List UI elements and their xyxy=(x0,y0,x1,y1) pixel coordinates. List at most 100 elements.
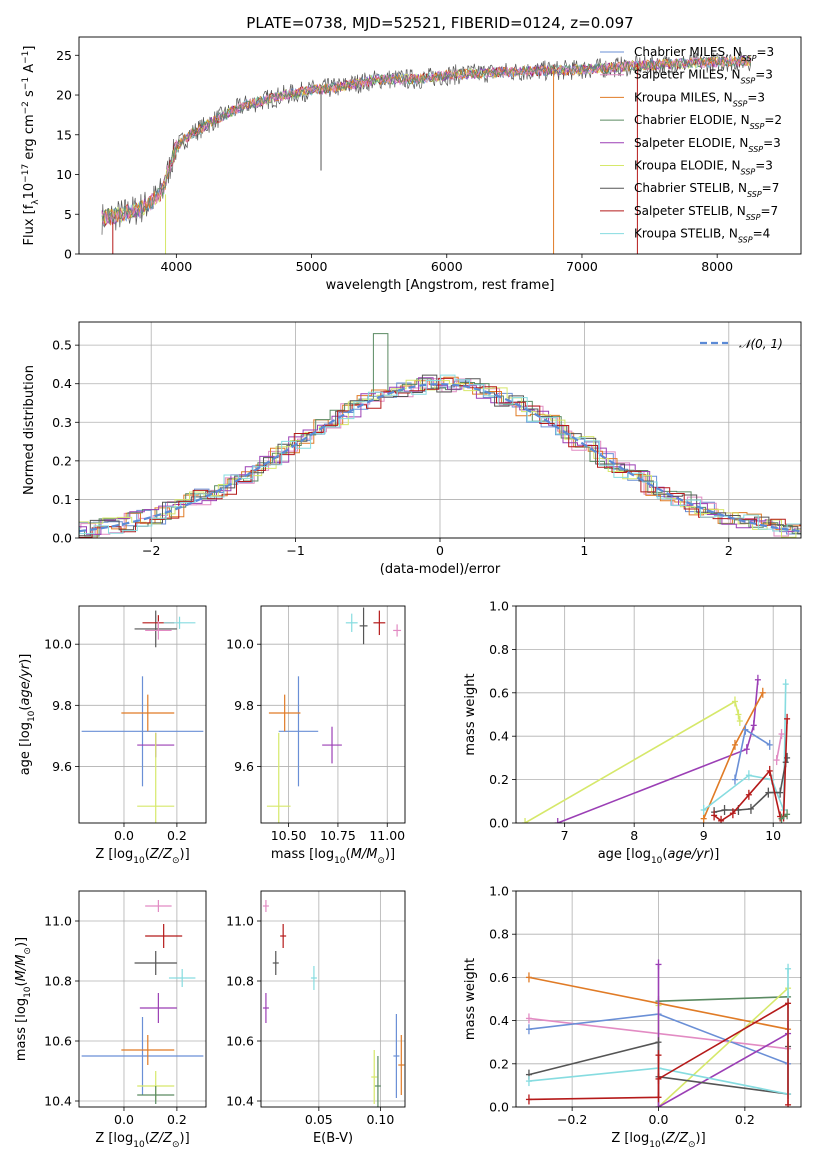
x-tick-label: 0.0 xyxy=(649,1112,669,1127)
label-part: mass weight xyxy=(463,958,478,1040)
y-tick-label: 20 xyxy=(56,88,72,103)
label-part: age [log xyxy=(598,847,651,862)
label-part: )] xyxy=(18,654,33,664)
y-tick-label: 0.3 xyxy=(52,415,72,430)
label-part: Normed distribution xyxy=(22,365,37,495)
legend-sub: SSP xyxy=(741,167,756,176)
label-part: ( xyxy=(18,706,33,711)
y-tick-label: 10.8 xyxy=(226,974,254,989)
label-part: )] xyxy=(696,1131,706,1146)
x-tick-label: 8 xyxy=(630,828,638,843)
legend-sub: SSP xyxy=(748,144,763,153)
x-tick-label: 7000 xyxy=(566,259,598,274)
y-tick-label: 10 xyxy=(56,167,72,182)
y-tick-label: 11.0 xyxy=(44,914,72,929)
x-tick-label: −1 xyxy=(286,543,304,558)
label-part: mass [log xyxy=(271,847,334,862)
label-part: erg cm xyxy=(22,114,37,163)
y-tick-label: 0.0 xyxy=(52,531,72,546)
y-tick-label: 0.2 xyxy=(489,772,509,787)
residuals-ylabel: Normed distribution xyxy=(22,365,37,495)
y-tick-label: 9.6 xyxy=(52,759,72,774)
histogram-step xyxy=(79,333,801,537)
y-tick-label: 0.4 xyxy=(489,1013,509,1028)
histogram-traces xyxy=(79,333,801,538)
y-tick-label: 10.6 xyxy=(44,1034,72,1049)
legend-name: Chabrier STELIB, N xyxy=(634,181,747,195)
label-part: age [log xyxy=(18,722,33,775)
y-tick-label: 9.6 xyxy=(234,759,254,774)
y-tick-label: 11.0 xyxy=(226,914,254,929)
mass_vs_Z-frame xyxy=(78,890,207,1108)
y-tick-label: 9.8 xyxy=(234,698,254,713)
label-part: Z/Z xyxy=(149,1131,173,1146)
x-tick-label: 2 xyxy=(725,543,733,558)
x-tick-label: 4000 xyxy=(160,259,192,274)
legend-sub: SSP xyxy=(746,212,761,221)
weight_vs_Z-xlabel: Z [log10(Z/Z⊙)] xyxy=(611,1131,705,1150)
normal-reference-curve xyxy=(79,382,801,533)
x-tick-label: 9 xyxy=(700,828,708,843)
legend-count: =7 xyxy=(760,204,778,218)
label-part: ( xyxy=(346,847,351,862)
x-tick-label: 10.50 xyxy=(271,828,307,843)
mass_vs_EBV-axes: 0.05 0.10 10.4 10.6 10.8 11.0 xyxy=(226,891,405,1127)
label-part: Flux [f xyxy=(22,204,37,245)
residuals-xlabel: (data-model)/error xyxy=(380,562,501,577)
x-tick-label: 0 xyxy=(436,543,444,558)
mass_vs_Z-xlabel: Z [log10(Z/Z⊙)] xyxy=(95,1131,189,1150)
label-part: ⊙ xyxy=(688,1140,696,1150)
legend-name: Salpeter STELIB, N xyxy=(634,204,746,218)
age_vs_mass-axes: 10.50 10.75 11.00 9.6 9.8 10.0 xyxy=(226,606,405,843)
x-tick-label: 6000 xyxy=(431,259,463,274)
label-part: ⊙ xyxy=(377,856,385,866)
spectrum-line xyxy=(101,55,751,224)
label-part: ] xyxy=(22,46,37,51)
y-tick-label: 0.2 xyxy=(489,1056,509,1071)
weight_vs_Z-axes: −0.2 0.0 0.2 0.0 0.2 0.4 0.6 0.8 1.0 xyxy=(489,884,801,1127)
label-part: −17 xyxy=(21,164,31,183)
weight-line xyxy=(524,700,741,823)
legend-entry: Kroupa ELODIE, NSSP=3 xyxy=(634,159,773,177)
spectrum-ylabel: Flux [fλ10−17 erg cm−2 s−1 A−1] xyxy=(21,46,41,246)
legend-name: Kroupa STELIB, N xyxy=(634,227,738,241)
figure-title: PLATE=0738, MJD=52521, FIBERID=0124, z=0… xyxy=(246,14,633,32)
residuals-frame xyxy=(78,321,802,539)
weight_vs_age-series xyxy=(522,674,791,823)
weight_vs_age-xlabel: age [log10(age/yr)] xyxy=(598,847,720,866)
legend-entry: Chabrier ELODIE, NSSP=2 xyxy=(634,113,782,131)
weight-line xyxy=(775,733,783,761)
x-tick-label: 5000 xyxy=(296,259,328,274)
x-tick-label: 7 xyxy=(561,828,569,843)
y-tick-label: 10.4 xyxy=(226,1094,254,1109)
y-tick-label: 0.6 xyxy=(489,685,509,700)
age_vs_Z-ylabel: age [log10(age/yr)] xyxy=(18,654,37,776)
label-part: (data-model)/error xyxy=(380,562,501,577)
label-part: −2 xyxy=(21,101,31,114)
age_vs_mass-xlabel: mass [log10(M/M⊙)] xyxy=(271,847,395,866)
label-part: ⊙ xyxy=(23,947,33,955)
label-part: 10 xyxy=(27,710,37,722)
label-part: ( xyxy=(662,847,667,862)
age_vs_mass-frame xyxy=(260,605,406,824)
label-part: )] xyxy=(14,937,29,947)
label-part: )] xyxy=(709,847,719,862)
weight-line xyxy=(658,996,789,1002)
x-tick-label: 0.2 xyxy=(167,828,187,843)
weight_vs_Z-ylabel: mass weight xyxy=(463,958,478,1040)
y-tick-label: 10.8 xyxy=(44,974,72,989)
weight-line xyxy=(657,987,789,1107)
legend-sub: SSP xyxy=(741,76,756,85)
y-tick-label: 10.0 xyxy=(44,637,72,652)
legend-entry: Chabrier MILES, NSSP=3 xyxy=(634,45,774,63)
mass_vs_EBV-frame xyxy=(260,890,406,1108)
spectrum-axes: 4000 5000 6000 7000 8000 0 5 10 15 20 25 xyxy=(56,48,733,274)
label-part: Z/Z xyxy=(149,847,173,862)
label-part: 10 xyxy=(133,856,145,866)
legend-name: Chabrier MILES, N xyxy=(634,45,742,59)
label-part: ( xyxy=(661,1131,666,1146)
legend-count: =3 xyxy=(755,159,773,173)
label-part: ⊙ xyxy=(172,1140,180,1150)
